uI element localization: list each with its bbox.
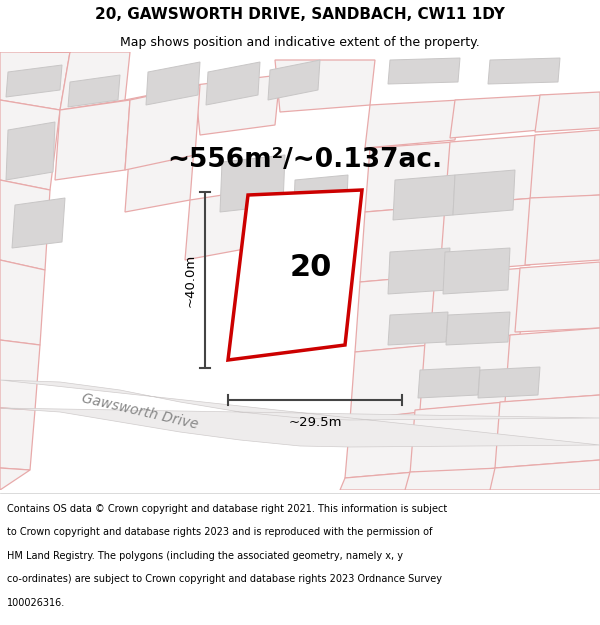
Polygon shape bbox=[440, 198, 535, 272]
Polygon shape bbox=[388, 312, 448, 345]
Polygon shape bbox=[206, 62, 260, 105]
Polygon shape bbox=[430, 268, 525, 342]
Polygon shape bbox=[340, 472, 415, 490]
Polygon shape bbox=[360, 205, 450, 282]
Polygon shape bbox=[365, 142, 455, 212]
Polygon shape bbox=[30, 52, 130, 110]
Polygon shape bbox=[365, 100, 460, 148]
Polygon shape bbox=[443, 248, 510, 294]
Polygon shape bbox=[125, 85, 200, 170]
Polygon shape bbox=[220, 155, 285, 212]
Text: 100026316.: 100026316. bbox=[7, 598, 65, 608]
Polygon shape bbox=[0, 380, 600, 447]
Polygon shape bbox=[125, 85, 200, 145]
Polygon shape bbox=[525, 195, 600, 265]
Polygon shape bbox=[345, 412, 420, 478]
Text: 20, GAWSWORTH DRIVE, SANDBACH, CW11 1DY: 20, GAWSWORTH DRIVE, SANDBACH, CW11 1DY bbox=[95, 7, 505, 22]
Polygon shape bbox=[420, 335, 515, 410]
Polygon shape bbox=[228, 190, 362, 360]
Text: Contains OS data © Crown copyright and database right 2021. This information is : Contains OS data © Crown copyright and d… bbox=[7, 504, 448, 514]
Text: co-ordinates) are subject to Crown copyright and database rights 2023 Ordnance S: co-ordinates) are subject to Crown copyr… bbox=[7, 574, 442, 584]
Polygon shape bbox=[505, 328, 600, 402]
Polygon shape bbox=[495, 395, 600, 468]
Text: HM Land Registry. The polygons (including the associated geometry, namely x, y: HM Land Registry. The polygons (includin… bbox=[7, 551, 403, 561]
Polygon shape bbox=[355, 275, 440, 352]
Text: Map shows position and indicative extent of the property.: Map shows position and indicative extent… bbox=[120, 36, 480, 49]
Polygon shape bbox=[268, 220, 340, 265]
Polygon shape bbox=[146, 62, 200, 105]
Polygon shape bbox=[393, 175, 455, 220]
Polygon shape bbox=[68, 75, 120, 107]
Polygon shape bbox=[0, 180, 50, 270]
Polygon shape bbox=[488, 58, 560, 84]
Text: ~29.5m: ~29.5m bbox=[288, 416, 342, 429]
Polygon shape bbox=[0, 340, 40, 410]
Polygon shape bbox=[275, 60, 375, 112]
Polygon shape bbox=[478, 367, 540, 398]
Polygon shape bbox=[268, 60, 320, 100]
Polygon shape bbox=[6, 65, 62, 97]
Polygon shape bbox=[446, 312, 510, 345]
Polygon shape bbox=[125, 135, 195, 212]
Polygon shape bbox=[450, 95, 545, 138]
Text: Gawsworth Drive: Gawsworth Drive bbox=[80, 392, 199, 432]
Polygon shape bbox=[55, 100, 130, 180]
Polygon shape bbox=[388, 58, 460, 84]
Polygon shape bbox=[453, 170, 515, 215]
Polygon shape bbox=[445, 135, 540, 205]
Polygon shape bbox=[0, 100, 60, 190]
Polygon shape bbox=[0, 408, 35, 470]
Polygon shape bbox=[6, 122, 55, 180]
Polygon shape bbox=[418, 367, 480, 398]
Polygon shape bbox=[350, 345, 430, 420]
Polygon shape bbox=[530, 130, 600, 200]
Polygon shape bbox=[388, 248, 450, 294]
Polygon shape bbox=[0, 52, 70, 110]
Text: 20: 20 bbox=[290, 253, 332, 282]
Polygon shape bbox=[185, 190, 255, 260]
Polygon shape bbox=[12, 198, 65, 248]
Polygon shape bbox=[490, 460, 600, 490]
Polygon shape bbox=[535, 92, 600, 132]
Polygon shape bbox=[405, 468, 500, 490]
Polygon shape bbox=[0, 468, 30, 490]
Polygon shape bbox=[195, 75, 280, 135]
Polygon shape bbox=[293, 175, 348, 230]
Text: ~556m²/~0.137ac.: ~556m²/~0.137ac. bbox=[167, 147, 443, 173]
Polygon shape bbox=[0, 260, 45, 345]
Text: ~40.0m: ~40.0m bbox=[184, 253, 197, 307]
Polygon shape bbox=[410, 402, 505, 474]
Text: to Crown copyright and database rights 2023 and is reproduced with the permissio: to Crown copyright and database rights 2… bbox=[7, 527, 433, 537]
Polygon shape bbox=[515, 262, 600, 332]
